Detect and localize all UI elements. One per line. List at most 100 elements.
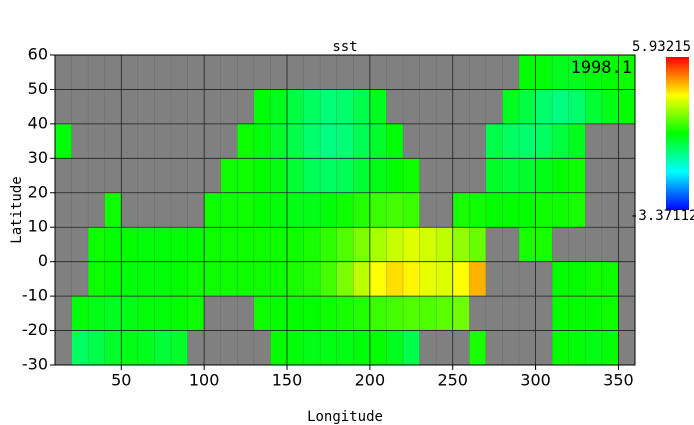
missing-cell [452,123,470,159]
missing-cell [618,296,636,332]
missing-cell [121,89,139,125]
missing-cell [104,158,122,194]
cell [568,55,586,90]
cell [55,123,73,159]
missing-cell [154,158,172,194]
missing-cell [403,89,421,125]
cell [171,330,189,366]
missing-cell [55,330,73,366]
missing-cell [519,261,537,297]
missing-cell [220,89,238,125]
missing-cell [419,89,437,125]
missing-cell [585,192,603,228]
x-tick-label: 350 [603,371,634,390]
cell [353,261,371,297]
missing-cell [585,123,603,159]
missing-cell [55,261,73,297]
cell [336,227,354,263]
cell [253,261,271,297]
y-tick-label: 30 [28,148,48,167]
cell [403,330,421,366]
cell [320,261,338,297]
missing-cell [71,158,89,194]
cell [419,296,437,332]
colorbar-max-label: 5.93215 [632,39,691,55]
cell [502,89,520,125]
missing-cell [502,55,520,90]
y-tick-label: -30 [22,355,48,374]
cell [320,89,338,125]
cell [452,227,470,263]
cell [320,227,338,263]
cell [436,227,454,263]
missing-cell [121,192,139,228]
cell [320,158,338,194]
cell [253,192,271,228]
cell [336,158,354,194]
missing-cell [137,55,155,90]
cell [237,261,255,297]
missing-cell [535,296,553,332]
cell [88,261,106,297]
cell [287,123,305,159]
cell [71,330,89,366]
missing-cell [55,158,73,194]
missing-cell [71,123,89,159]
cell [88,227,106,263]
x-axis-label: Longitude [307,409,383,425]
cell [237,158,255,194]
missing-cell [137,192,155,228]
missing-cell [137,158,155,194]
cell [104,227,122,263]
cell [237,123,255,159]
missing-cell [270,55,288,90]
y-tick-label: 60 [28,45,48,64]
cell [220,192,238,228]
cell [303,158,321,194]
cell [303,89,321,125]
cell [568,296,586,332]
cell [303,261,321,297]
cell [436,261,454,297]
missing-cell [220,123,238,159]
cell [104,192,122,228]
cell [287,261,305,297]
cell [171,296,189,332]
cell [336,330,354,366]
missing-cell [171,192,189,228]
cell [585,89,603,125]
missing-cell [121,55,139,90]
cell [585,261,603,297]
x-tick-label: 100 [189,371,220,390]
cell [121,261,139,297]
cell [353,227,371,263]
cell [287,158,305,194]
cell [469,330,487,366]
cell [485,158,503,194]
cell [353,123,371,159]
missing-cell [55,55,73,90]
missing-cell [502,261,520,297]
missing-cell [71,55,89,90]
missing-cell [88,192,106,228]
missing-cell [204,123,222,159]
missing-cell [336,55,354,90]
cell [154,227,172,263]
heatmap [55,55,636,366]
missing-cell [353,55,371,90]
missing-cell [502,296,520,332]
cell [452,296,470,332]
missing-cell [519,330,537,366]
missing-cell [154,192,172,228]
missing-cell [469,158,487,194]
missing-cell [469,89,487,125]
missing-cell [618,330,636,366]
missing-cell [154,89,172,125]
missing-cell [237,296,255,332]
cell [601,55,619,90]
cell [270,227,288,263]
x-tick-label: 200 [355,371,386,390]
cell [270,261,288,297]
cell [253,89,271,125]
grid [54,54,636,366]
